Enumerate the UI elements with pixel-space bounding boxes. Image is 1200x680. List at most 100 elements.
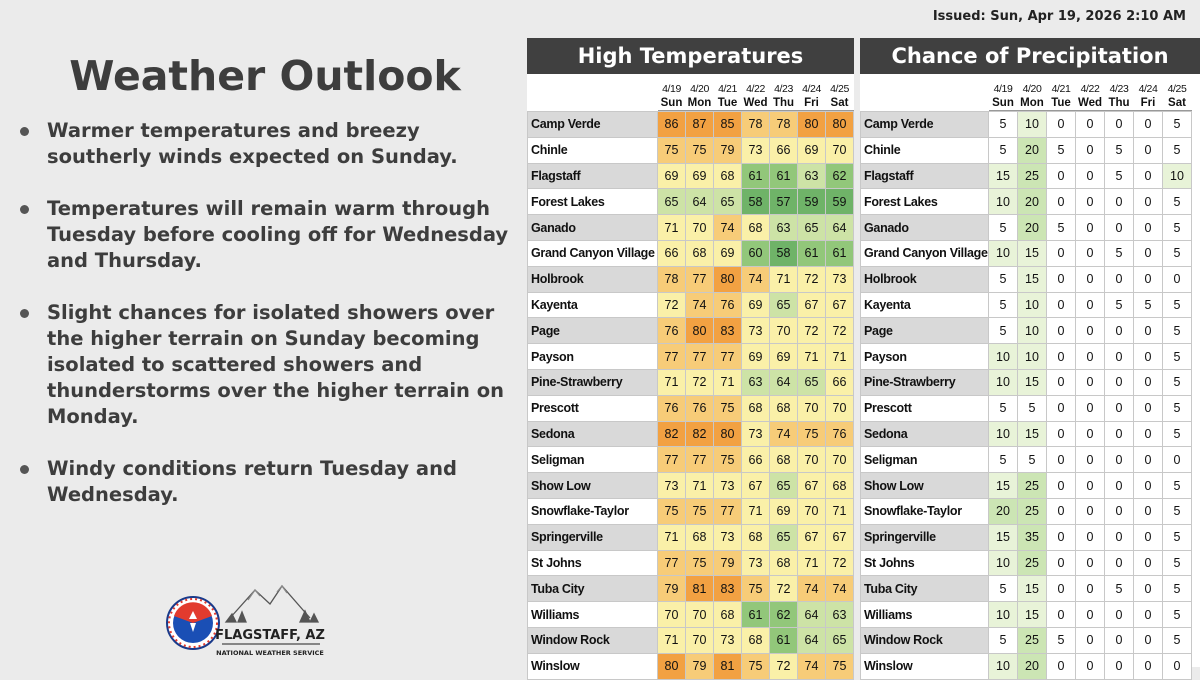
precip-chance-cell: 5 [1162,214,1192,241]
high-temp-cell: 72 [797,317,826,345]
precip-chance-cell: 5 [1162,291,1192,319]
high-temp-cell: 66 [769,136,798,164]
precip-chance-cell: 0 [1075,343,1105,370]
precip-chance-cell: 15 [1017,575,1047,603]
high-temp-cell: 58 [769,239,798,267]
column-header: 4/19 Sun [657,82,686,112]
precip-chance-cell: 5 [1162,626,1192,654]
high-temp-cell: 86 [657,111,686,138]
precip-chance-cell: 0 [1104,523,1134,551]
precip-chance-cell: 0 [1133,523,1163,551]
precip-chance-cell: 0 [1075,162,1105,190]
precip-chance-cell: 0 [1133,317,1163,345]
precip-chance-cell: 0 [1133,575,1163,603]
high-temp-cell: 76 [713,291,742,319]
precip-chance-cell: 0 [1104,343,1134,370]
high-temp-cell: 64 [797,601,826,628]
precip-chance-cell: 0 [1104,265,1134,293]
precip-chance-cell: 5 [1104,239,1134,267]
precip-chance-cell: 10 [1162,162,1192,190]
high-temp-cell: 70 [797,497,826,525]
precip-chance-cell: 5 [1104,162,1134,190]
high-temp-cell: 70 [797,446,826,474]
precip-chance-cell: 0 [1104,317,1134,345]
precip-chance-cell: 0 [1075,446,1105,474]
bullet-text: Warmer temperatures and breezy southerly… [47,119,458,168]
high-temp-cell: 75 [685,549,714,577]
precipitation-header: Chance of Precipitation [860,38,1200,74]
precip-chance-cell: 0 [1046,523,1076,551]
high-temp-cell: 65 [769,291,798,319]
high-temp-cell: 71 [657,626,686,654]
table-row: Kayenta 5 10 0 0 5 5 5 [860,291,1192,319]
precip-chance-cell: 5 [988,111,1018,138]
location-name: Kayenta [860,291,989,319]
bullet-text: Slight chances for isolated showers over… [47,301,504,428]
column-header: 4/21 Tue [713,82,742,112]
outlook-bullet-list: Warmer temperatures and breezy southerly… [18,118,518,534]
high-temp-cell: 68 [713,162,742,190]
precip-chance-cell: 0 [1133,394,1163,422]
location-name: Chinle [527,136,658,164]
high-temp-cell: 78 [769,111,798,138]
table-row: Window Rock 5 25 5 0 0 0 5 [860,626,1192,654]
table-row: St Johns 77 75 79 73 68 71 72 [527,549,854,577]
precipitation-panel: Chance of Precipitation 4/19 Sun 4/20 Mon … [860,38,1200,680]
column-header: 4/19 Sun [988,82,1018,112]
precip-chance-cell: 15 [988,162,1018,190]
precip-chance-cell: 5 [1017,394,1047,422]
high-temp-cell: 71 [769,265,798,293]
precip-chance-cell: 0 [1075,214,1105,241]
location-name: Prescott [860,394,989,422]
high-temp-cell: 67 [825,523,854,551]
table-row: Page 5 10 0 0 0 0 5 [860,317,1192,345]
table-row: Pine-Strawberry 71 72 71 63 64 65 66 [527,368,854,396]
precip-chance-cell: 0 [1133,343,1163,370]
high-temp-cell: 75 [797,420,826,448]
column-header: 4/23 Thu [1104,82,1134,112]
location-name: Show Low [527,472,658,499]
high-temp-cell: 87 [685,111,714,138]
table-row: Grand Canyon Village 10 15 0 0 5 0 5 [860,239,1192,267]
table-row: Forest Lakes 65 64 65 58 57 59 59 [527,188,854,216]
table-row: Page 76 80 83 73 70 72 72 [527,317,854,345]
logo-office-text: FLAGSTAFF, AZ [215,628,325,643]
precip-chance-cell: 0 [1046,368,1076,396]
table-row: Holbrook 78 77 80 74 71 72 73 [527,265,854,293]
high-temp-cell: 69 [713,239,742,267]
high-temp-cell: 79 [713,549,742,577]
precip-chance-cell: 0 [1046,549,1076,577]
location-name: Kayenta [527,291,658,319]
high-temp-cell: 64 [797,626,826,654]
precip-chance-cell: 0 [1075,575,1105,603]
location-name: St Johns [860,549,989,577]
high-temp-cell: 69 [797,136,826,164]
precipitation-table: 4/19 Sun 4/20 Mon 4/21 Tue 4/22 Wed 4/23 Thu … [860,82,1192,680]
precip-chance-cell: 0 [1046,111,1076,138]
precip-chance-cell: 15 [988,523,1018,551]
high-temp-cell: 76 [657,394,686,422]
precip-chance-cell: 25 [1017,549,1047,577]
table-row: Payson 10 10 0 0 0 0 5 [860,343,1192,370]
high-temp-cell: 65 [769,523,798,551]
location-name: Seligman [860,446,989,474]
precip-chance-cell: 0 [1133,626,1163,654]
table-row: Seligman 5 5 0 0 0 0 0 [860,446,1192,474]
location-name: Camp Verde [527,111,658,138]
table-row: Springerville 71 68 73 68 65 67 67 [527,523,854,551]
high-temp-cell: 66 [741,446,770,474]
location-name: Flagstaff [527,162,658,190]
table-row: Ganado 5 20 5 0 0 0 5 [860,214,1192,241]
location-name: Camp Verde [860,111,989,138]
precip-chance-cell: 5 [988,317,1018,345]
precip-chance-cell: 0 [1133,549,1163,577]
table-row: Chinle 5 20 5 0 5 0 5 [860,136,1192,164]
precip-chance-cell: 0 [1104,368,1134,396]
bullet-text: Windy conditions return Tuesday and Wedn… [47,457,457,506]
logo-agency-text: NATIONAL WEATHER SERVICE [216,649,324,657]
table-row: Seligman 77 77 75 66 68 70 70 [527,446,854,474]
high-temp-cell: 73 [741,136,770,164]
high-temp-cell: 65 [797,368,826,396]
high-temp-cell: 81 [685,575,714,603]
high-temp-cell: 73 [741,549,770,577]
